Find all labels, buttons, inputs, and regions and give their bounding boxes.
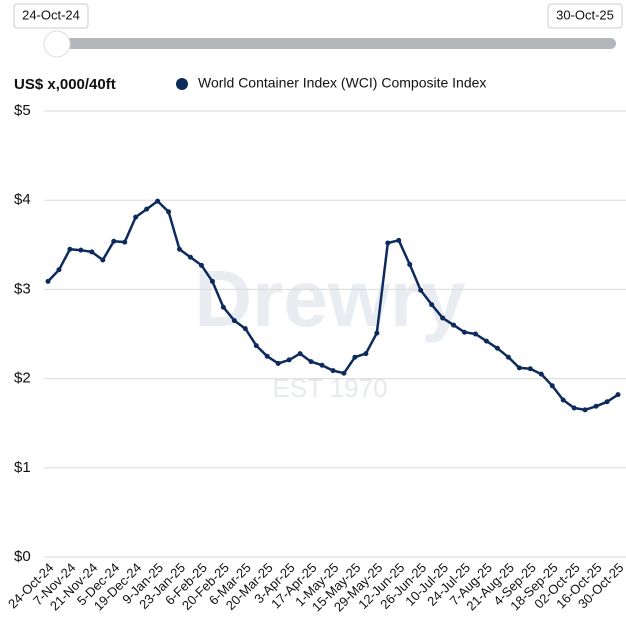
data-point bbox=[396, 237, 402, 243]
data-point bbox=[440, 315, 446, 321]
data-point bbox=[418, 287, 424, 293]
watermark: Drewry bbox=[194, 254, 466, 343]
data-point bbox=[67, 246, 73, 252]
data-point bbox=[494, 345, 500, 351]
data-point bbox=[363, 351, 369, 357]
y-tick-label: $1 bbox=[14, 459, 31, 476]
data-point bbox=[308, 359, 314, 365]
data-point bbox=[593, 403, 599, 409]
data-point bbox=[209, 278, 215, 284]
data-point bbox=[231, 318, 237, 324]
data-point bbox=[144, 206, 150, 212]
data-point bbox=[133, 214, 139, 220]
data-point bbox=[451, 322, 457, 328]
data-point bbox=[516, 365, 522, 371]
data-point bbox=[549, 383, 555, 389]
data-point bbox=[538, 371, 544, 377]
data-point bbox=[177, 246, 183, 252]
data-point bbox=[352, 354, 358, 360]
data-point bbox=[264, 353, 270, 359]
data-point bbox=[505, 354, 511, 360]
data-point bbox=[286, 357, 292, 363]
data-point bbox=[604, 399, 610, 405]
y-tick-label: $3 bbox=[14, 280, 31, 297]
data-point bbox=[188, 254, 193, 260]
data-point bbox=[429, 302, 435, 308]
data-point bbox=[571, 405, 577, 411]
data-point bbox=[330, 368, 336, 374]
slider-handle[interactable] bbox=[43, 30, 71, 58]
legend-label: World Container Index (WCI) Composite In… bbox=[198, 75, 486, 91]
data-point bbox=[166, 209, 172, 215]
range-end: 30-Oct-25 bbox=[556, 7, 614, 22]
slider-track[interactable] bbox=[44, 38, 616, 49]
data-point bbox=[615, 392, 621, 398]
y-tick-label: $5 bbox=[14, 102, 31, 119]
y-tick-label: $4 bbox=[14, 191, 31, 208]
data-point bbox=[473, 331, 478, 337]
data-point bbox=[122, 239, 128, 245]
range-end-box bbox=[547, 3, 623, 29]
data-point bbox=[242, 326, 248, 332]
data-point bbox=[111, 238, 117, 244]
data-point bbox=[407, 261, 413, 267]
data-point bbox=[297, 351, 303, 357]
data-point bbox=[462, 329, 468, 335]
data-point bbox=[582, 407, 588, 413]
data-point bbox=[155, 198, 161, 204]
data-point bbox=[89, 249, 95, 255]
range-start: 24-Oct-24 bbox=[22, 7, 80, 22]
y-axis-label: US$ x,000/40ft bbox=[14, 76, 116, 93]
data-point bbox=[45, 278, 51, 284]
data-point bbox=[341, 370, 347, 376]
data-point bbox=[275, 360, 281, 366]
data-point bbox=[100, 257, 106, 263]
data-point bbox=[385, 240, 391, 246]
data-point bbox=[319, 362, 325, 368]
data-point bbox=[374, 330, 380, 336]
data-point bbox=[560, 397, 566, 403]
data-point bbox=[56, 267, 62, 273]
y-tick-label: $2 bbox=[14, 370, 31, 387]
data-point bbox=[78, 247, 84, 253]
data-point bbox=[253, 343, 259, 349]
legend-marker bbox=[176, 78, 188, 90]
data-point bbox=[483, 338, 489, 344]
data-point bbox=[198, 262, 204, 268]
data-point bbox=[527, 366, 533, 372]
watermark: EST 1970 bbox=[272, 373, 387, 403]
data-point bbox=[220, 304, 226, 310]
y-tick-label: $0 bbox=[14, 548, 31, 565]
range-start-box bbox=[13, 3, 89, 29]
